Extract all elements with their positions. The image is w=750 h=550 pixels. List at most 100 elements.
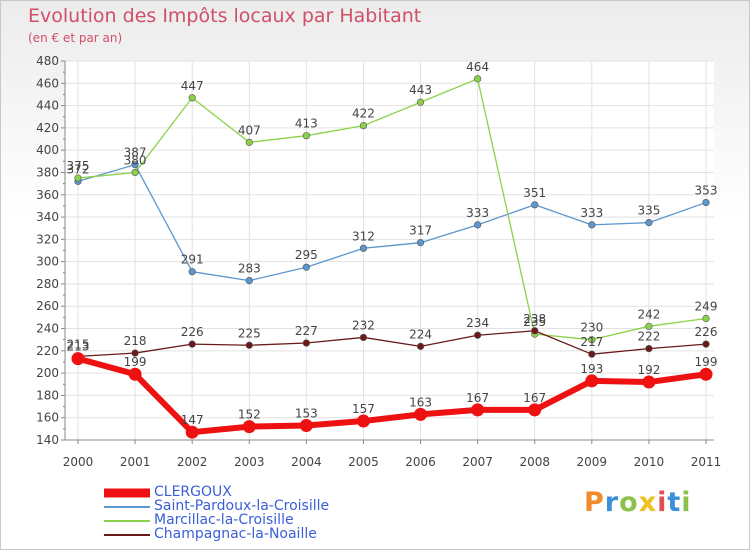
y-tick-label: 300 bbox=[36, 255, 59, 269]
x-tick-label: 2000 bbox=[63, 455, 94, 469]
data-point bbox=[645, 219, 653, 227]
data-label: 387 bbox=[124, 146, 147, 160]
data-point bbox=[359, 333, 368, 342]
data-label: 215 bbox=[67, 337, 90, 351]
data-label: 232 bbox=[352, 318, 375, 332]
logo-letter: x bbox=[638, 487, 658, 518]
y-tick-label: 360 bbox=[36, 188, 59, 202]
data-point bbox=[645, 322, 653, 330]
data-label: 192 bbox=[637, 363, 660, 377]
data-point bbox=[588, 221, 596, 229]
y-tick-label: 480 bbox=[36, 54, 59, 68]
x-tick-label: 2008 bbox=[519, 455, 550, 469]
x-tick-label: 2001 bbox=[120, 455, 151, 469]
data-point bbox=[188, 340, 196, 348]
logo-letter: i bbox=[681, 487, 692, 518]
data-label: 375 bbox=[67, 159, 90, 173]
data-point bbox=[528, 403, 542, 417]
proxiti-logo: Proxiti bbox=[584, 487, 692, 518]
data-label: 199 bbox=[695, 355, 718, 369]
data-label: 163 bbox=[409, 395, 432, 409]
data-label: 291 bbox=[181, 253, 204, 267]
chart-title: Evolution des Impôts locaux par Habitant bbox=[28, 5, 422, 27]
data-point bbox=[416, 98, 425, 106]
data-label: 217 bbox=[580, 335, 603, 349]
data-label: 464 bbox=[466, 60, 489, 74]
data-label: 225 bbox=[238, 326, 261, 340]
data-label: 226 bbox=[181, 325, 204, 339]
data-label: 422 bbox=[352, 107, 375, 121]
logo-letter: i bbox=[657, 487, 668, 518]
data-label: 193 bbox=[580, 362, 603, 376]
data-label: 224 bbox=[409, 327, 432, 341]
y-tick-label: 280 bbox=[36, 277, 59, 291]
series-line bbox=[77, 78, 707, 341]
legend-label: Saint-Pardoux-la-Croisille bbox=[154, 498, 330, 514]
y-tick-label: 340 bbox=[36, 210, 59, 224]
x-tick-label: 2010 bbox=[634, 455, 665, 469]
x-tick-label: 2007 bbox=[462, 455, 493, 469]
data-label: 167 bbox=[523, 391, 546, 405]
y-tick-label: 440 bbox=[36, 99, 59, 113]
data-point bbox=[642, 375, 656, 389]
data-point bbox=[242, 420, 256, 434]
data-label: 317 bbox=[409, 224, 432, 238]
data-label: 242 bbox=[637, 307, 660, 321]
data-point bbox=[474, 221, 482, 229]
data-label: 333 bbox=[580, 206, 603, 220]
logo-letter: P bbox=[584, 487, 605, 518]
data-point bbox=[188, 268, 196, 276]
legend-label: CLERGOUX bbox=[154, 484, 232, 500]
data-point bbox=[531, 201, 539, 209]
data-label: 157 bbox=[352, 402, 375, 416]
data-label: 333 bbox=[466, 206, 489, 220]
x-tick-label: 2005 bbox=[348, 455, 379, 469]
data-label: 167 bbox=[466, 391, 489, 405]
y-tick-label: 240 bbox=[36, 322, 59, 336]
y-tick-label: 420 bbox=[36, 121, 59, 135]
data-point bbox=[359, 122, 368, 130]
data-label: 152 bbox=[238, 408, 261, 422]
data-point bbox=[185, 425, 199, 439]
data-label: 218 bbox=[124, 334, 147, 348]
data-label: 249 bbox=[695, 299, 718, 313]
data-point bbox=[471, 403, 485, 417]
data-point bbox=[131, 168, 139, 177]
data-point bbox=[302, 132, 310, 140]
data-point bbox=[702, 340, 710, 348]
y-tick-label: 380 bbox=[36, 165, 59, 179]
y-tick-label: 180 bbox=[36, 388, 59, 402]
legend-label: Champagnac-la-Noaille bbox=[154, 526, 317, 542]
data-point bbox=[416, 342, 425, 350]
data-point bbox=[356, 414, 370, 428]
data-label: 447 bbox=[181, 79, 204, 93]
data-point bbox=[74, 174, 82, 182]
data-label: 235 bbox=[523, 315, 546, 329]
data-point bbox=[245, 341, 253, 349]
series-line bbox=[77, 330, 707, 358]
data-point bbox=[71, 352, 85, 366]
y-tick-label: 160 bbox=[36, 411, 59, 425]
data-label: 283 bbox=[238, 262, 261, 276]
y-tick-label: 140 bbox=[36, 433, 59, 447]
data-point bbox=[645, 344, 653, 353]
data-label: 443 bbox=[409, 83, 432, 97]
data-label: 153 bbox=[295, 407, 318, 421]
data-point bbox=[588, 336, 596, 344]
logo-letter: o bbox=[619, 487, 639, 518]
data-point bbox=[699, 367, 713, 381]
data-label: 199 bbox=[124, 355, 147, 369]
logo-letter: t bbox=[667, 487, 682, 518]
data-label: 312 bbox=[352, 229, 375, 243]
data-point bbox=[131, 349, 139, 357]
data-point bbox=[302, 339, 310, 347]
y-tick-label: 200 bbox=[36, 366, 59, 380]
data-point bbox=[302, 263, 310, 271]
x-tick-label: 2003 bbox=[234, 455, 265, 469]
x-tick-label: 2011 bbox=[691, 455, 722, 469]
data-point bbox=[474, 331, 482, 339]
x-tick-label: 2009 bbox=[577, 455, 608, 469]
data-point bbox=[188, 94, 196, 102]
